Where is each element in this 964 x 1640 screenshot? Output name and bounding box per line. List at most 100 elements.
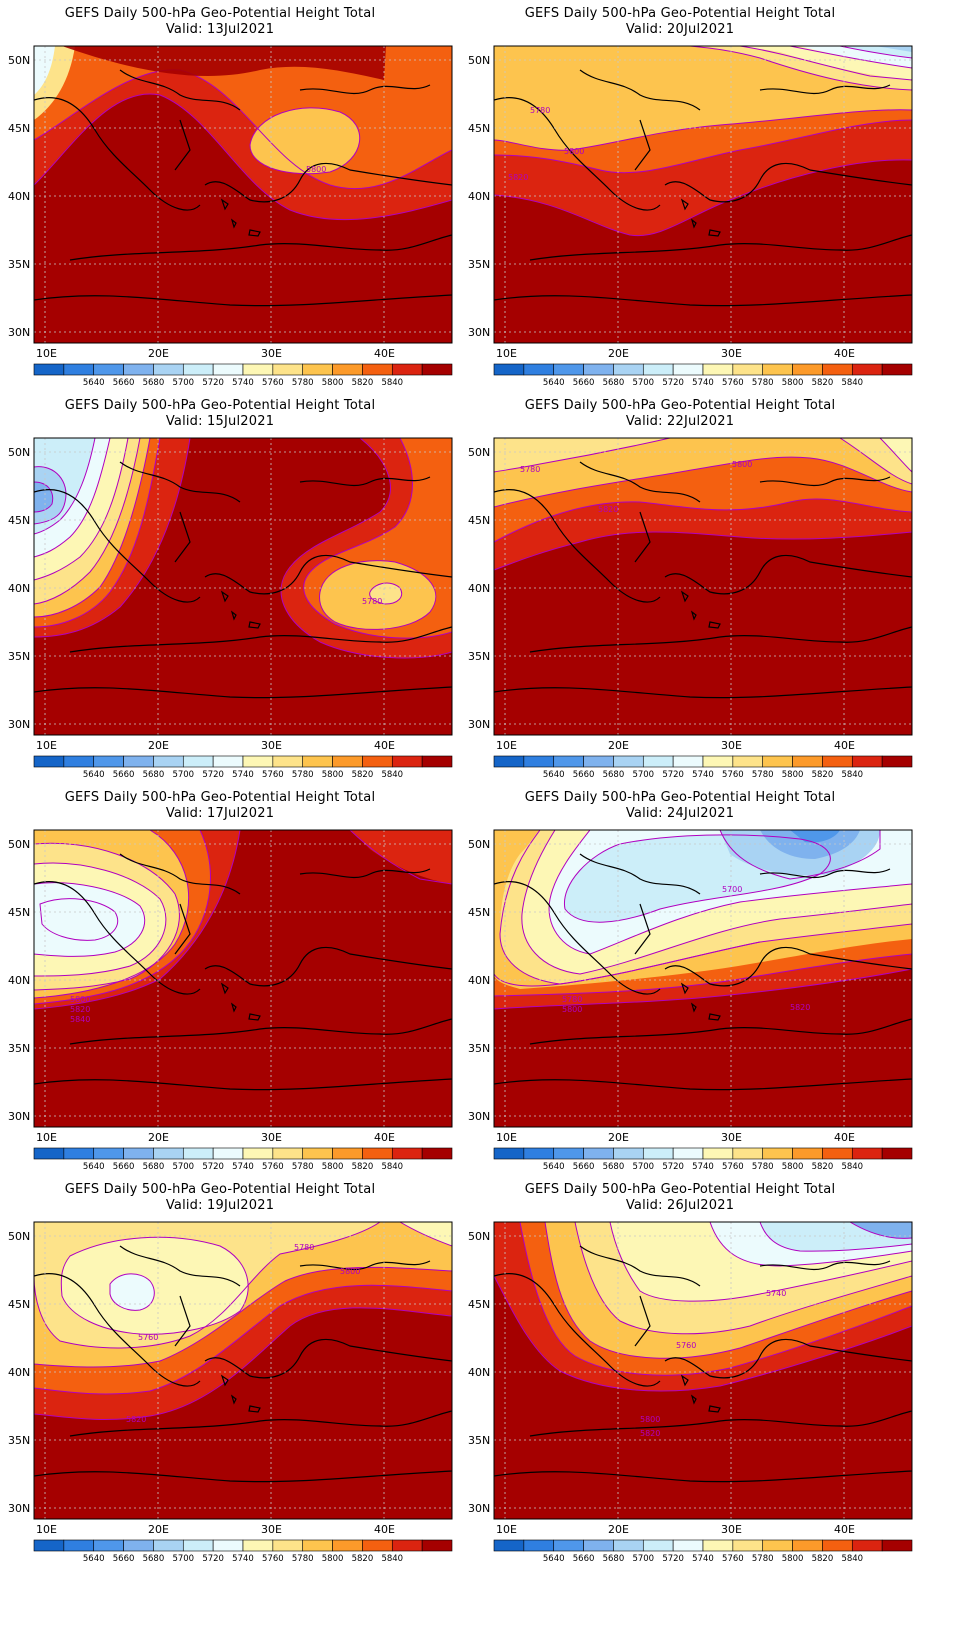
lat-label-50n: 50N — [468, 1230, 490, 1243]
lat-label-40n: 40N — [8, 582, 30, 595]
contour-label: 5760 — [676, 1341, 696, 1350]
map-15jul: 5780 50N 45N 40N 35N 30N 10E 20E 30E 40E… — [8, 437, 453, 780]
colorbar-swatch — [33, 755, 65, 768]
colorbar-swatch — [762, 755, 793, 768]
map-22jul: 5780 5800 5820 50N 45N 40N 35N 30N 10E 2… — [468, 437, 913, 780]
map-panel-17jul: GEFS Daily 500-hPa Geo-Potential Height … — [0, 784, 453, 1174]
colorbar-label: 5700 — [632, 378, 654, 388]
lat-label-50n: 50N — [8, 54, 30, 67]
map-panel-24jul: GEFS Daily 500-hPa Geo-Potential Height … — [460, 784, 913, 1174]
colorbar-label: 5760 — [262, 1162, 284, 1172]
lat-label-50n: 50N — [468, 446, 490, 459]
colorbar-swatch — [792, 363, 823, 376]
colorbar-label: 5640 — [543, 1162, 565, 1172]
map-panel-22jul: GEFS Daily 500-hPa Geo-Potential Height … — [460, 392, 913, 782]
lon-label-40e: 40E — [374, 347, 395, 360]
colorbar-swatch — [33, 1147, 65, 1160]
colorbar: 5640 5660 5680 5700 5720 5740 5760 5780 5800 5820… — [493, 1147, 913, 1172]
colorbar-swatch — [332, 755, 363, 768]
colorbar-swatch — [123, 1147, 154, 1160]
colorbar-swatch — [762, 1147, 793, 1160]
lat-label-30n: 30N — [468, 1110, 490, 1123]
colorbar-swatch — [881, 363, 913, 376]
lon-label-40e: 40E — [374, 1131, 395, 1144]
colorbar-label: 5740 — [232, 1554, 254, 1564]
colorbar-swatch — [702, 755, 734, 768]
colorbar-swatch — [702, 363, 734, 376]
colorbar-swatch — [272, 363, 304, 376]
colorbar-swatch — [642, 755, 674, 768]
lon-label-40e: 40E — [834, 739, 855, 752]
colorbar-swatch — [613, 755, 644, 768]
colorbar-swatch — [822, 1539, 853, 1552]
colorbar-label: 5740 — [232, 1162, 254, 1172]
colorbar-label: 5680 — [603, 1554, 625, 1564]
contour-label: 5800 — [340, 1267, 360, 1276]
panel-title: GEFS Daily 500-hPa Geo-Potential Height … — [64, 6, 376, 21]
colorbar-swatch — [732, 1539, 764, 1552]
colorbar-label: 5660 — [113, 1554, 135, 1564]
colorbar-label: 5680 — [603, 770, 625, 780]
lat-label-35n: 35N — [8, 1434, 30, 1447]
lat-label-40n: 40N — [8, 190, 30, 203]
colorbar-swatch — [93, 363, 124, 376]
lon-label-30e: 30E — [261, 347, 282, 360]
colorbar-swatch — [792, 1539, 823, 1552]
lon-label-10e: 10E — [496, 1523, 517, 1536]
contour-label: 5800 — [562, 1005, 582, 1014]
colorbar-label: 5680 — [603, 1162, 625, 1172]
lon-label-30e: 30E — [721, 739, 742, 752]
contour-label: 5820 — [598, 505, 618, 514]
colorbar-label: 5820 — [352, 378, 374, 388]
colorbar-label: 5800 — [322, 378, 344, 388]
colorbar-swatch — [63, 1539, 95, 1552]
colorbar-label: 5760 — [262, 378, 284, 388]
contour-label: 5820 — [790, 1003, 810, 1012]
colorbar-swatch — [33, 1539, 65, 1552]
colorbar-label: 5700 — [172, 378, 194, 388]
contour-label: 5820 — [126, 1415, 146, 1424]
colorbar-swatch — [493, 363, 525, 376]
colorbar-label: 5640 — [83, 1162, 105, 1172]
lon-label-10e: 10E — [36, 739, 57, 752]
colorbar-swatch — [302, 1539, 333, 1552]
colorbar-swatch — [123, 363, 154, 376]
lon-label-20e: 20E — [608, 1131, 629, 1144]
colorbar-swatch — [672, 1539, 704, 1552]
colorbar-label: 5740 — [692, 378, 714, 388]
colorbar-label: 5640 — [543, 770, 565, 780]
colorbar-swatch — [212, 755, 244, 768]
lon-label-30e: 30E — [261, 739, 282, 752]
lat-label-35n: 35N — [468, 258, 490, 271]
colorbar-swatch — [212, 1147, 244, 1160]
colorbar-swatch — [421, 1147, 453, 1160]
colorbar-label: 5800 — [782, 770, 804, 780]
colorbar-label: 5780 — [292, 1554, 314, 1564]
colorbar: 5640 5660 5680 5700 5720 5740 5760 5780 5800 5820… — [33, 1539, 453, 1564]
lon-label-20e: 20E — [608, 739, 629, 752]
colorbar-swatch — [553, 755, 584, 768]
colorbar-label: 5660 — [113, 378, 135, 388]
contour-label: 5760 — [138, 1333, 158, 1342]
colorbar-swatch — [613, 1539, 644, 1552]
colorbar-swatch — [583, 1147, 614, 1160]
colorbar-swatch — [421, 363, 453, 376]
contour-label: 5780 — [520, 465, 540, 474]
colorbar-swatch — [583, 755, 614, 768]
colorbar-swatch — [523, 363, 555, 376]
panel-title: GEFS Daily 500-hPa Geo-Potential Height … — [524, 398, 836, 413]
colorbar-label: 5660 — [573, 378, 595, 388]
colorbar-label: 5720 — [662, 378, 684, 388]
lon-label-20e: 20E — [148, 1131, 169, 1144]
lon-label-40e: 40E — [374, 1523, 395, 1536]
lon-label-10e: 10E — [36, 1131, 57, 1144]
lat-label-40n: 40N — [468, 974, 490, 987]
lat-label-40n: 40N — [468, 1366, 490, 1379]
colorbar-swatch — [523, 1147, 555, 1160]
lat-label-50n: 50N — [8, 1230, 30, 1243]
colorbar-label: 5800 — [322, 1162, 344, 1172]
colorbar-swatch — [822, 363, 853, 376]
lon-label-40e: 40E — [834, 1131, 855, 1144]
colorbar-label: 5660 — [573, 1554, 595, 1564]
colorbar-swatch — [672, 755, 704, 768]
